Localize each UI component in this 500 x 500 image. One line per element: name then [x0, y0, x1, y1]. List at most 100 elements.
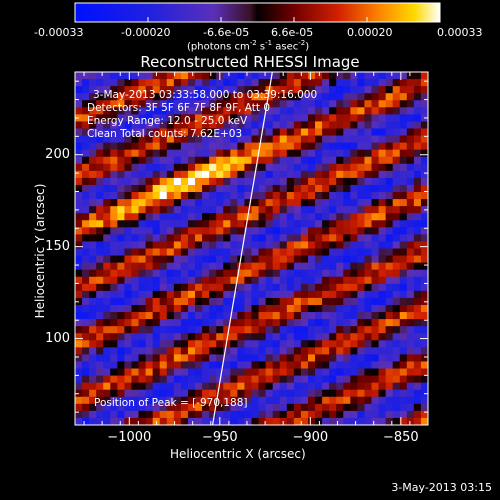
- heatmap-cell: [329, 304, 337, 313]
- heatmap-cell: [286, 347, 295, 355]
- heatmap-cell: [272, 297, 281, 306]
- heatmap-cell: [152, 304, 161, 313]
- heatmap-cell: [378, 100, 387, 108]
- heatmap-cell: [195, 107, 203, 115]
- heatmap-cell: [237, 276, 245, 285]
- heatmap-cell: [202, 361, 210, 369]
- heatmap-cell: [152, 149, 161, 158]
- heatmap-cell: [399, 361, 408, 369]
- heatmap-cell: [117, 319, 125, 327]
- heatmap-cell: [173, 340, 182, 348]
- heatmap-cell: [173, 241, 182, 249]
- heatmap-cell: [258, 248, 267, 256]
- heatmap-cell: [110, 319, 118, 327]
- heatmap-cell: [159, 304, 168, 313]
- heatmap-cell: [420, 86, 428, 94]
- heatmap-cell: [286, 206, 295, 214]
- heatmap-cell: [286, 283, 295, 292]
- heatmap-cell: [82, 354, 90, 362]
- heatmap-cell: [195, 354, 203, 362]
- heatmap-cell: [322, 262, 330, 271]
- heatmap-cell: [166, 262, 175, 271]
- heatmap-cell: [350, 206, 358, 214]
- heatmap-cell: [315, 382, 323, 391]
- heatmap-cell: [244, 389, 252, 398]
- heatmap-cell: [286, 269, 295, 278]
- heatmap-cell: [357, 100, 365, 108]
- heatmap-cell: [371, 248, 379, 256]
- heatmap-cell: [124, 241, 132, 249]
- heatmap-cell: [300, 262, 309, 271]
- heatmap-cell: [406, 368, 415, 376]
- heatmap-cell: [209, 100, 217, 108]
- heatmap-cell: [131, 417, 139, 425]
- heatmap-cell: [230, 72, 238, 80]
- heatmap-cell: [230, 389, 238, 398]
- colorbar: [74, 2, 441, 23]
- heatmap-cell: [251, 382, 259, 391]
- heatmap-cell: [124, 255, 132, 264]
- heatmap-cell: [315, 79, 323, 87]
- heatmap-cell: [195, 396, 203, 405]
- heatmap-cell: [272, 79, 281, 87]
- heatmap-cell: [103, 220, 111, 228]
- heatmap-cell: [159, 121, 168, 129]
- heatmap-cell: [145, 206, 154, 214]
- clean-text: Clean Total counts: 7.62E+03: [87, 128, 243, 140]
- heatmap-cell: [279, 269, 288, 278]
- heatmap-cell: [75, 347, 83, 355]
- heatmap-cell: [195, 382, 203, 391]
- heatmap-cell: [117, 128, 125, 136]
- heatmap-cell: [96, 227, 104, 235]
- heatmap-cell: [230, 156, 238, 165]
- heatmap-cell: [166, 241, 175, 249]
- heatmap-cell: [265, 142, 274, 151]
- heatmap-cell: [315, 220, 323, 228]
- heatmap-cell: [286, 100, 295, 108]
- heatmap-cell: [406, 220, 415, 228]
- heatmap-cell: [279, 192, 288, 200]
- heatmap-cell: [131, 382, 139, 391]
- heatmap-cell: [413, 86, 422, 94]
- heatmap-cell: [329, 290, 337, 299]
- heatmap-cell: [117, 410, 125, 419]
- heatmap-cell: [103, 142, 111, 151]
- heatmap-cell: [350, 396, 358, 405]
- heatmap-cell: [413, 269, 422, 278]
- heatmap-cell: [138, 312, 146, 320]
- heatmap-cell: [357, 184, 365, 193]
- heatmap-cell: [195, 326, 203, 334]
- heatmap-cell: [258, 79, 267, 87]
- heatmap-cell: [138, 149, 146, 158]
- heatmap-cell: [131, 340, 139, 348]
- heatmap-cell: [322, 290, 330, 299]
- heatmap-cell: [420, 269, 428, 278]
- heatmap-cell: [357, 93, 365, 101]
- heatmap-cell: [202, 396, 210, 405]
- heatmap-cell: [244, 417, 252, 425]
- heatmap-cell: [180, 107, 189, 115]
- heatmap-cell: [202, 163, 210, 172]
- heatmap-cell: [392, 220, 401, 228]
- heatmap-cell: [124, 304, 132, 313]
- heatmap-cell: [230, 121, 238, 129]
- heatmap-cell: [145, 269, 154, 278]
- heatmap-cell: [364, 192, 372, 200]
- heatmap-cell: [209, 206, 217, 214]
- heatmap-cell: [195, 206, 203, 214]
- heatmap-cell: [336, 297, 344, 306]
- heatmap-cell: [265, 347, 274, 355]
- heatmap-cell: [392, 319, 401, 327]
- heatmap-cell: [329, 79, 337, 87]
- heatmap-cell: [350, 417, 358, 425]
- heatmap-cell: [392, 86, 401, 94]
- heatmap-cell: [279, 255, 288, 264]
- colorbar-tick-label: -6.6e-05: [203, 26, 250, 39]
- heatmap-cell: [385, 234, 394, 242]
- heatmap-cell: [244, 142, 252, 151]
- heatmap-cell: [124, 128, 132, 136]
- heatmap-cell: [138, 290, 146, 299]
- heatmap-cell: [82, 114, 90, 122]
- heatmap-cell: [138, 93, 146, 101]
- heatmap-cell: [75, 72, 83, 80]
